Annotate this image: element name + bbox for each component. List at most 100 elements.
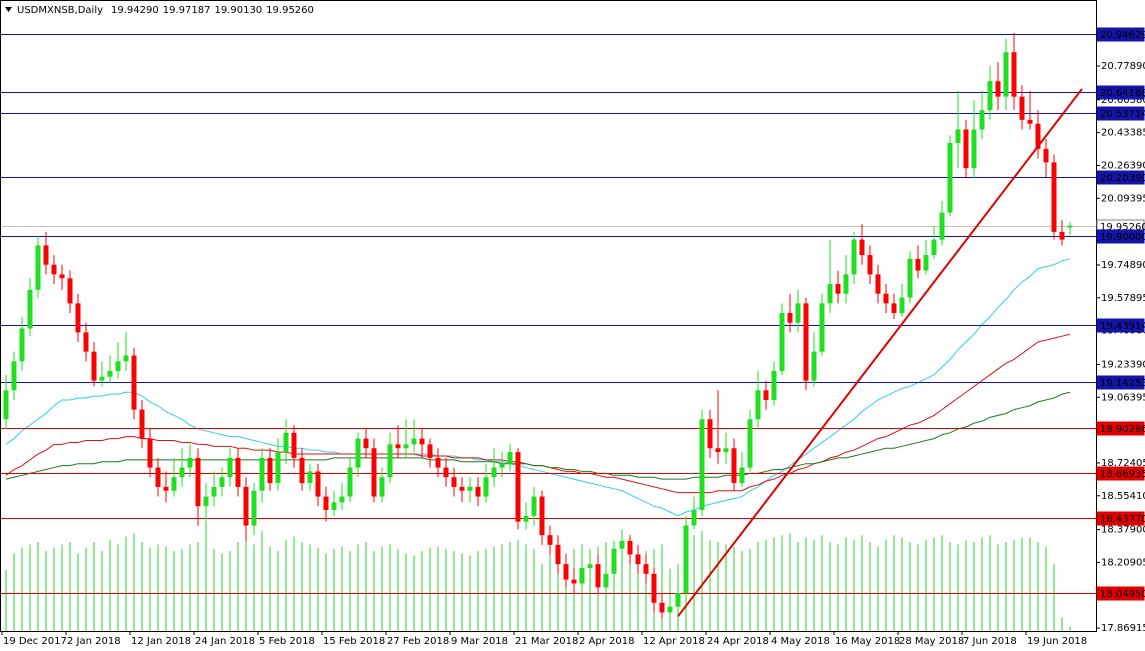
candle-body: [267, 457, 273, 484]
candle-body: [787, 313, 793, 323]
candle-body: [939, 212, 945, 240]
candle-body: [387, 444, 393, 478]
candle-body: [163, 486, 169, 491]
volume-bar: [549, 551, 551, 631]
candle-body: [595, 564, 601, 588]
x-tick-label: 21 Mar 2018: [515, 636, 578, 647]
candle-body: [347, 467, 353, 497]
volume-bar: [277, 551, 279, 631]
volume-bar: [13, 553, 15, 631]
candle-body: [123, 355, 129, 362]
candle-body: [1059, 231, 1065, 240]
x-tick-label: 15 Feb 2018: [323, 636, 385, 647]
volume-bar: [501, 544, 503, 631]
candle-body: [395, 444, 401, 449]
volume-bar: [773, 537, 775, 631]
candle-body: [139, 409, 145, 439]
volume-bar: [437, 546, 439, 631]
y-tick-label: 20.26390: [1101, 160, 1145, 171]
candle-body: [35, 245, 41, 290]
candle-body: [651, 573, 657, 603]
candle-body: [883, 293, 889, 304]
volume-bar: [621, 548, 623, 631]
candle-body: [203, 496, 209, 507]
volume-bar: [813, 539, 815, 631]
volume-bar: [517, 539, 519, 631]
candle-body: [259, 457, 265, 491]
volume-bar: [173, 551, 175, 631]
candle-body: [843, 274, 849, 294]
volume-bar: [541, 564, 543, 631]
volume-bar: [725, 544, 727, 631]
y-tick-label: 20.60380: [1101, 95, 1145, 106]
candle-body: [355, 438, 361, 468]
volume-bar: [253, 544, 255, 631]
candle-body: [187, 457, 193, 468]
level-label-box: [1096, 586, 1145, 601]
candle-body: [27, 289, 33, 329]
candle-body: [91, 351, 97, 381]
candle-body: [427, 444, 433, 458]
close-value: 19.95260: [266, 5, 314, 16]
candle-body: [1003, 52, 1009, 97]
volume-bar: [1005, 542, 1007, 631]
volume-bar: [317, 547, 319, 631]
volume-bar: [37, 542, 39, 631]
y-tick-label: 20.77890: [1101, 61, 1145, 72]
level-label: 19.14253: [1100, 378, 1145, 389]
volume-bar: [1013, 539, 1015, 631]
x-tick-label: 27 Feb 2018: [387, 636, 449, 647]
candle-body: [875, 274, 881, 294]
volume-bar: [957, 544, 959, 631]
candle-body: [171, 477, 177, 491]
open-value: 19.94290: [111, 5, 159, 16]
candle-body: [339, 496, 345, 503]
volume-bar: [149, 547, 151, 631]
volume-bar: [589, 551, 591, 631]
level-label: 19.90000: [1100, 232, 1145, 243]
candle-body: [539, 496, 545, 536]
candle-body: [51, 264, 57, 275]
volume-bar: [61, 544, 63, 631]
candle-body: [1027, 119, 1033, 124]
volume-bar: [917, 544, 919, 631]
candle-body: [907, 258, 913, 298]
candle-body: [987, 81, 993, 111]
volume-bar: [269, 546, 271, 631]
candle-body: [603, 573, 609, 588]
volume-bar: [245, 536, 247, 631]
candle-body: [83, 332, 89, 352]
candle-body: [763, 390, 769, 400]
candle-body: [131, 355, 137, 410]
candle-body: [155, 467, 161, 487]
volume-bar: [717, 542, 719, 631]
candle-body: [43, 245, 49, 265]
moving-average: [5, 258, 1071, 517]
candle-body: [515, 452, 521, 522]
candle-body: [667, 606, 673, 613]
level-label: 18.66935: [1100, 469, 1145, 480]
candle-body: [1043, 148, 1049, 163]
menu-triangle[interactable]: [5, 7, 12, 12]
level-label: 18.43770: [1100, 514, 1145, 525]
moving-average: [5, 391, 1071, 480]
candle-body: [19, 328, 25, 362]
volume-bar: [645, 551, 647, 631]
x-tick-label: 9 Mar 2018: [451, 636, 508, 647]
candle-body: [795, 303, 801, 323]
candle-body: [1067, 225, 1073, 228]
level-label: 20.53714: [1100, 109, 1145, 120]
level-label-box: [1096, 375, 1145, 390]
candle-body: [691, 510, 697, 526]
candle-body: [851, 239, 857, 275]
symbol: USDMXNSB,Daily: [17, 5, 103, 16]
volume-bar: [693, 535, 695, 631]
candle-body: [523, 515, 529, 522]
volume-bar: [509, 542, 511, 631]
candle-body: [659, 602, 665, 613]
candle-body: [715, 448, 721, 453]
volume-bar: [861, 535, 863, 631]
candle-body: [219, 477, 225, 487]
volume-bar: [53, 547, 55, 631]
candle-body: [723, 448, 729, 453]
